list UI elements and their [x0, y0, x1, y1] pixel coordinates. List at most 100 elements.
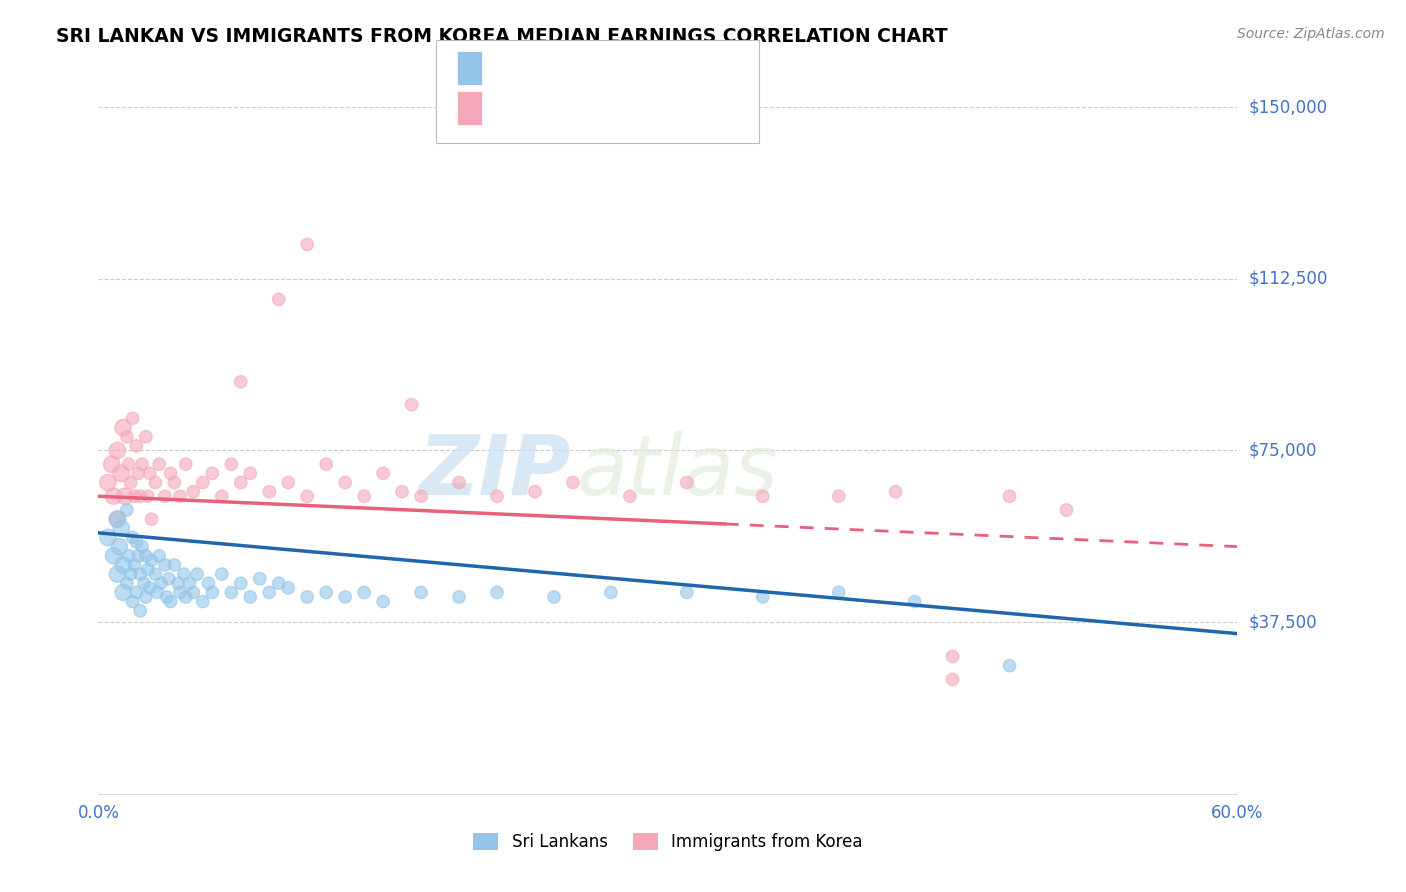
Point — [136, 489, 159, 503]
Point — [277, 475, 299, 490]
Point — [562, 475, 585, 490]
Point — [127, 467, 149, 481]
Text: N =: N = — [591, 61, 627, 75]
Point — [157, 572, 180, 586]
Point — [163, 558, 186, 572]
Point — [169, 585, 191, 599]
Point — [118, 457, 141, 471]
Point — [267, 293, 290, 307]
Point — [138, 467, 160, 481]
Text: ZIP: ZIP — [419, 431, 571, 512]
Point — [125, 585, 148, 599]
Point — [110, 521, 132, 535]
Text: -0.533: -0.533 — [523, 61, 574, 75]
Point — [904, 594, 927, 608]
Point — [183, 484, 205, 499]
Point — [239, 467, 262, 481]
Point — [335, 590, 357, 604]
Point — [107, 567, 129, 582]
Point — [259, 484, 281, 499]
Point — [132, 576, 155, 591]
Point — [998, 489, 1021, 503]
Point — [141, 512, 163, 526]
Point — [169, 489, 191, 503]
Text: atlas: atlas — [576, 431, 779, 512]
Point — [108, 540, 131, 554]
Point — [114, 489, 136, 503]
Point — [335, 475, 357, 490]
Point — [131, 457, 153, 471]
Point — [211, 567, 233, 582]
Point — [121, 411, 143, 425]
Text: 69: 69 — [620, 61, 640, 75]
Point — [148, 549, 170, 563]
Point — [107, 512, 129, 526]
Point — [486, 489, 509, 503]
Point — [297, 590, 319, 604]
Point — [828, 585, 851, 599]
Point — [173, 567, 195, 582]
Point — [619, 489, 641, 503]
Point — [129, 489, 152, 503]
Point — [676, 475, 699, 490]
Point — [115, 430, 138, 444]
Point — [229, 576, 252, 591]
Point — [135, 430, 157, 444]
Text: $37,500: $37,500 — [1249, 613, 1317, 632]
Point — [191, 594, 214, 608]
Point — [120, 567, 142, 582]
Text: N =: N = — [591, 101, 627, 115]
Point — [125, 535, 148, 549]
Point — [156, 590, 179, 604]
Point — [221, 457, 243, 471]
Text: $150,000: $150,000 — [1249, 98, 1327, 116]
Point — [197, 576, 219, 591]
Point — [277, 581, 299, 595]
Point — [391, 484, 413, 499]
Point — [153, 558, 176, 572]
Text: 61: 61 — [620, 101, 640, 115]
Point — [112, 558, 135, 572]
Point — [998, 658, 1021, 673]
Point — [129, 604, 152, 618]
Point — [371, 594, 394, 608]
Point — [103, 549, 125, 563]
Point — [97, 475, 120, 490]
Point — [543, 590, 565, 604]
Point — [600, 585, 623, 599]
Point — [138, 581, 160, 595]
Point — [752, 590, 775, 604]
Point — [148, 457, 170, 471]
Point — [112, 420, 135, 434]
Point — [828, 489, 851, 503]
Point — [127, 549, 149, 563]
Text: Source: ZipAtlas.com: Source: ZipAtlas.com — [1237, 27, 1385, 41]
Point — [129, 567, 152, 582]
Point — [159, 467, 181, 481]
Point — [524, 484, 547, 499]
Point — [146, 585, 169, 599]
Point — [159, 594, 181, 608]
Point — [115, 503, 138, 517]
Point — [135, 549, 157, 563]
Point — [411, 585, 433, 599]
Point — [239, 590, 262, 604]
Point — [124, 558, 146, 572]
Point — [153, 489, 176, 503]
Point — [141, 553, 163, 567]
Point — [174, 457, 197, 471]
Point — [163, 475, 186, 490]
Point — [249, 572, 271, 586]
Point — [401, 398, 423, 412]
Point — [124, 489, 146, 503]
Point — [752, 489, 775, 503]
Point — [229, 475, 252, 490]
Text: $75,000: $75,000 — [1249, 442, 1317, 459]
Point — [112, 585, 135, 599]
Point — [411, 489, 433, 503]
Point — [183, 585, 205, 599]
Point — [259, 585, 281, 599]
Point — [267, 576, 290, 591]
Point — [353, 585, 375, 599]
Text: R =: R = — [494, 61, 529, 75]
